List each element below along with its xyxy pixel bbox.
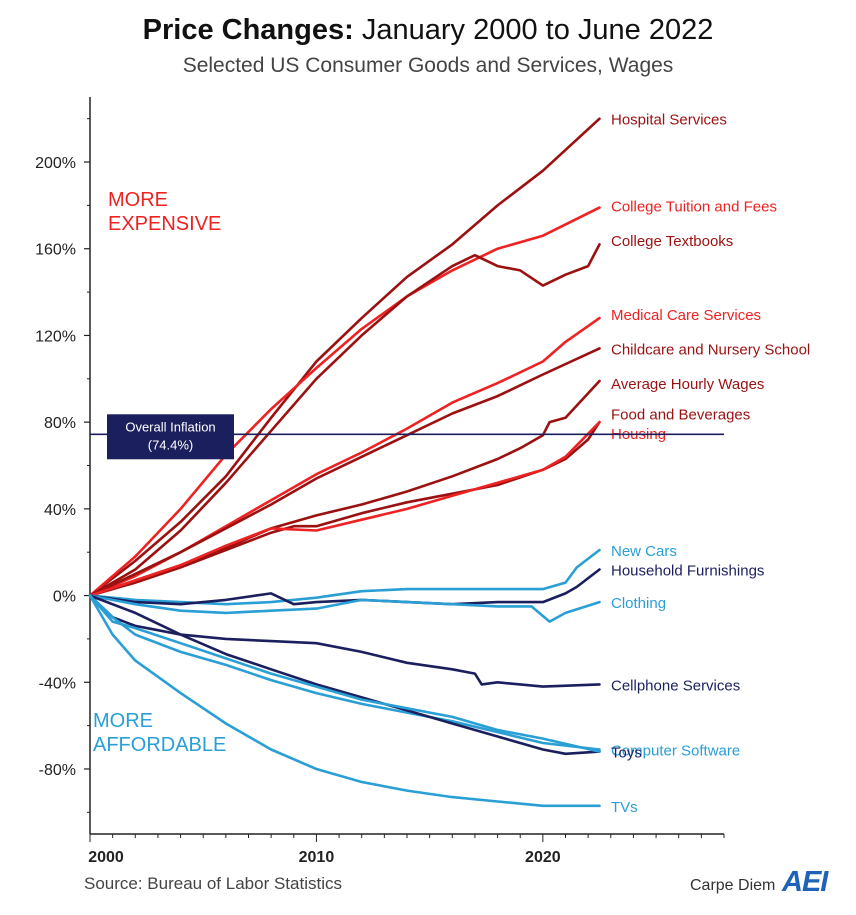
- series-label-13: Toys: [611, 745, 642, 762]
- series-label-3: Medical Care Services: [611, 307, 761, 324]
- series-label-9: Household Furnishings: [611, 563, 764, 580]
- chart-title: Price Changes: January 2000 to June 2022: [0, 14, 856, 47]
- y-tick-label: -80%: [39, 762, 76, 779]
- x-tick-label: 2000: [88, 849, 124, 866]
- series-lines: [88, 117, 601, 808]
- series-line-9: [88, 568, 601, 606]
- series-line-4: [88, 347, 601, 597]
- series-line-10: [88, 594, 601, 623]
- series-line-13: [88, 594, 601, 756]
- brand-name: Carpe Diem: [690, 877, 776, 894]
- series-label-12: Computer Software: [611, 742, 740, 759]
- y-tick-label: 200%: [35, 155, 76, 172]
- x-tick-label: 2010: [299, 849, 335, 866]
- series-line-14: [88, 594, 601, 753]
- annotations: Overall Inflation(74.4%)MOREEXPENSIVEMOR…: [90, 189, 724, 756]
- series-label-11: Cellphone Services: [611, 677, 740, 694]
- series-label-15: TVs: [611, 799, 638, 816]
- chart-title-rest: January 2000 to June 2022: [361, 14, 714, 46]
- y-tick-label: 40%: [44, 502, 76, 519]
- series-line-5: [88, 379, 601, 597]
- y-tick-label: 0%: [53, 589, 76, 606]
- source-note: Source: Bureau of Labor Statistics: [84, 874, 342, 893]
- overall-inflation-label: Overall Inflation: [125, 419, 215, 434]
- series-line-1: [88, 206, 601, 597]
- more-expensive-label: MORE: [108, 189, 168, 211]
- overall-inflation-label: (74.4%): [148, 437, 194, 452]
- series-label-5: Average Hourly Wages: [611, 376, 764, 393]
- chart-subtitle: Selected US Consumer Goods and Services,…: [182, 54, 674, 77]
- y-tick-label: -40%: [39, 675, 76, 692]
- y-tick-label: 160%: [35, 242, 76, 259]
- more-affordable-label: MORE: [93, 710, 153, 732]
- series-label-10: Clothing: [611, 595, 666, 612]
- series-label-4: Childcare and Nursery School: [611, 341, 810, 358]
- aei-logo: AEI: [782, 866, 828, 898]
- overall-inflation-box: [107, 414, 234, 460]
- series-line-0: [88, 117, 601, 597]
- x-tick-label: 2020: [525, 849, 561, 866]
- series-line-12: [88, 594, 601, 751]
- axes: 200% 160% 120% 80% 40% 0% -40% -80% 2000 2010 2020: [35, 97, 725, 866]
- series-line-15: [88, 594, 601, 808]
- series-labels: Hospital Services College Tuition and Fee…: [611, 112, 810, 816]
- series-label-0: Hospital Services: [611, 112, 727, 129]
- series-label-8: New Cars: [611, 543, 677, 560]
- series-line-11: [88, 594, 601, 688]
- chart-title-bold: Price Changes:: [142, 14, 354, 46]
- series-line-7: [88, 420, 601, 597]
- series-line-2: [88, 243, 601, 597]
- y-tick-label: 80%: [44, 415, 76, 432]
- series-label-6: Food and Beverages: [611, 406, 750, 423]
- series-label-2: College Textbooks: [611, 233, 733, 250]
- series-label-1: College Tuition and Fees: [611, 198, 777, 215]
- y-tick-label: 120%: [35, 328, 76, 345]
- more-affordable-label: AFFORDABLE: [93, 734, 226, 756]
- more-expensive-label: EXPENSIVE: [108, 213, 221, 235]
